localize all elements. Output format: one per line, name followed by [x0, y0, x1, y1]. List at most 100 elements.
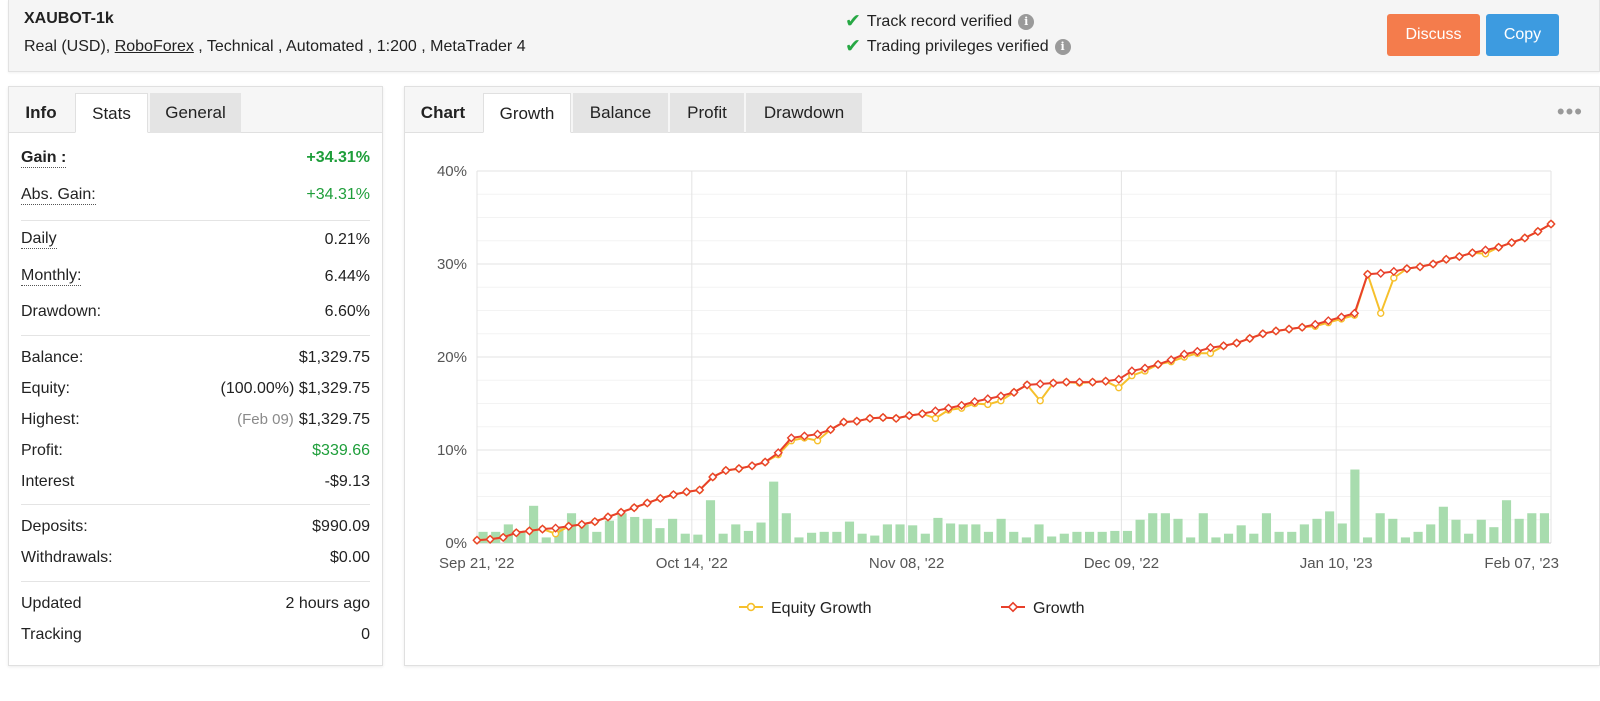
growth-point — [1533, 226, 1543, 237]
divider — [21, 504, 370, 505]
profit-bar — [1059, 533, 1069, 543]
growth-point — [734, 463, 744, 474]
track-record-label: Track record verified — [866, 12, 1013, 30]
profit-bar — [1287, 531, 1297, 543]
profit-bar — [1451, 519, 1461, 543]
growth-point — [1192, 346, 1203, 357]
discuss-button[interactable]: Discuss — [1387, 14, 1480, 56]
growth-point — [1153, 359, 1163, 370]
stat-label[interactable]: Gain : — [21, 148, 67, 168]
profit-bar — [743, 530, 753, 543]
profit-bar — [1426, 524, 1436, 543]
profit-bar — [1489, 527, 1499, 543]
profit-bar — [478, 531, 488, 543]
y-tick-label: 30% — [437, 256, 467, 273]
profit-bar — [1223, 533, 1234, 543]
profit-bar — [668, 518, 678, 543]
tab-stats[interactable]: Stats — [75, 93, 148, 133]
tab-balance[interactable]: Balance — [573, 93, 668, 133]
profit-bar — [807, 532, 817, 543]
check-icon: ✔ — [845, 11, 861, 32]
info-icon[interactable]: i — [1018, 13, 1035, 30]
profit-bar — [680, 533, 690, 543]
growth-point — [1546, 219, 1556, 229]
x-tick-label: Feb 07, '23 — [1484, 555, 1559, 572]
profit-bar — [503, 524, 513, 543]
profit-bar — [1476, 519, 1486, 543]
profit-bar — [1464, 533, 1474, 543]
profit-bar — [1160, 513, 1170, 543]
profit-bar — [794, 537, 804, 543]
stat-label: Interest — [21, 472, 75, 490]
growth-point — [1245, 333, 1255, 344]
copy-button[interactable]: Copy — [1486, 14, 1559, 56]
growth-point — [564, 521, 574, 531]
stat-label[interactable]: Abs. Gain: — [21, 185, 96, 205]
profit-bar — [920, 533, 930, 543]
growth-point — [472, 535, 482, 545]
profit-bar — [1375, 513, 1385, 543]
legend-growth[interactable]: Growth — [1001, 600, 1085, 617]
profit-bar — [554, 528, 564, 543]
tab-chart[interactable]: Chart — [420, 103, 466, 122]
profit-bar — [1198, 513, 1208, 543]
stat-daily: Daily 0.21% — [21, 221, 370, 258]
profit-bar — [1211, 537, 1221, 543]
stat-value: $1,329.75 — [298, 348, 370, 366]
profit-bar — [983, 531, 994, 543]
stat-value: $1,329.75 — [298, 379, 370, 397]
stat-label[interactable]: Daily — [21, 230, 57, 249]
tab-info[interactable]: Info — [25, 103, 57, 122]
chart-panel: Chart Growth Balance Profit Drawdown •••… — [404, 86, 1600, 666]
profit-bar — [895, 524, 905, 543]
growth-point — [1022, 380, 1032, 390]
growth-point — [668, 489, 679, 500]
tab-growth[interactable]: Growth — [483, 93, 571, 133]
broker-link[interactable]: RoboForex — [114, 38, 194, 55]
growth-point — [891, 413, 901, 424]
legend-equity-growth[interactable]: Equity Growth — [739, 600, 871, 617]
profit-bar — [1072, 531, 1082, 543]
growth-point — [904, 410, 914, 421]
stat-value: +34.31% — [306, 149, 370, 166]
growth-point — [1127, 366, 1137, 376]
growth-point — [852, 416, 862, 426]
stat-label[interactable]: Monthly: — [21, 267, 82, 286]
growth-point — [694, 485, 705, 495]
tab-general[interactable]: General — [150, 93, 241, 133]
tab-profit[interactable]: Profit — [670, 93, 744, 133]
profit-bar — [529, 505, 539, 543]
growth-point — [1376, 268, 1386, 278]
stat-value-group: (Feb 09) $1,329.75 — [237, 411, 370, 429]
profit-bar — [642, 518, 652, 543]
profit-bar — [908, 525, 918, 543]
profit-bar — [1261, 513, 1272, 543]
profit-bar — [516, 530, 526, 543]
stat-profit: Profit: $339.66 — [21, 435, 370, 466]
track-record-verified: ✔ Track record verified i — [845, 11, 1035, 32]
profit-bar — [1274, 531, 1284, 543]
growth-point — [1507, 237, 1517, 248]
stat-label: Balance: — [21, 348, 84, 366]
account-meta-prefix: Real (USD), — [24, 38, 115, 55]
growth-point — [1362, 269, 1373, 279]
profit-bar — [604, 520, 614, 543]
growth-point — [917, 409, 927, 419]
growth-point — [943, 403, 954, 413]
more-options-icon[interactable]: ••• — [1556, 99, 1583, 124]
stat-interest: Interest -$9.13 — [21, 466, 370, 497]
profit-bar — [1362, 537, 1373, 543]
tab-drawdown[interactable]: Drawdown — [746, 93, 862, 133]
stat-label: Highest: — [21, 410, 80, 428]
profit-bar — [832, 531, 842, 543]
stat-label: Equity: — [21, 379, 70, 397]
info-icon[interactable]: i — [1054, 38, 1071, 55]
growth-point — [1493, 242, 1504, 252]
growth-point — [786, 433, 797, 443]
divider — [21, 581, 370, 582]
profit-bar — [1122, 530, 1133, 543]
growth-point — [1415, 262, 1425, 272]
stat-highest: Highest: (Feb 09) $1,329.75 — [21, 404, 370, 435]
growth-point — [970, 396, 980, 407]
stat-value: 0.21% — [324, 230, 370, 248]
